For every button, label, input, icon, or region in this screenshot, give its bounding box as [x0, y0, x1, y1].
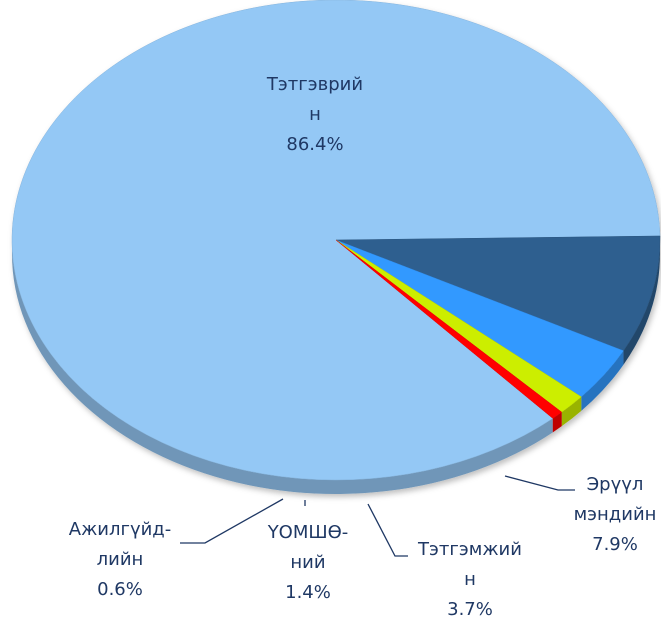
- leader-line: [504, 475, 575, 491]
- category-label: ҮОМШӨ-ний: [267, 522, 349, 573]
- category-label: Эрүүл мэндийн: [574, 474, 657, 525]
- slice: [335, 239, 563, 419]
- value-label: 7.9%: [592, 534, 638, 555]
- category-label: Тэтгэмжий н: [417, 539, 522, 590]
- slice: [335, 235, 661, 352]
- category-label: Тэтгэврий н: [266, 74, 363, 125]
- slice-side: [581, 350, 624, 411]
- slice-side: [561, 396, 582, 427]
- value-label: 3.7%: [447, 599, 493, 620]
- value-label: 86.4%: [286, 134, 343, 155]
- labels: Тэтгэврий н 86.4% Эрүүл мэндийн 7.9% Тэтгэмжий…: [69, 74, 657, 620]
- leader-line: [367, 503, 408, 557]
- slice-side: [552, 412, 562, 433]
- category-label: Ажилгүйд-лийн: [69, 519, 171, 570]
- value-label: 0.6%: [97, 579, 143, 600]
- leader-line: [180, 498, 284, 544]
- pie: [11, 0, 661, 495]
- slice-side: [623, 240, 660, 365]
- value-label: 1.4%: [285, 582, 331, 603]
